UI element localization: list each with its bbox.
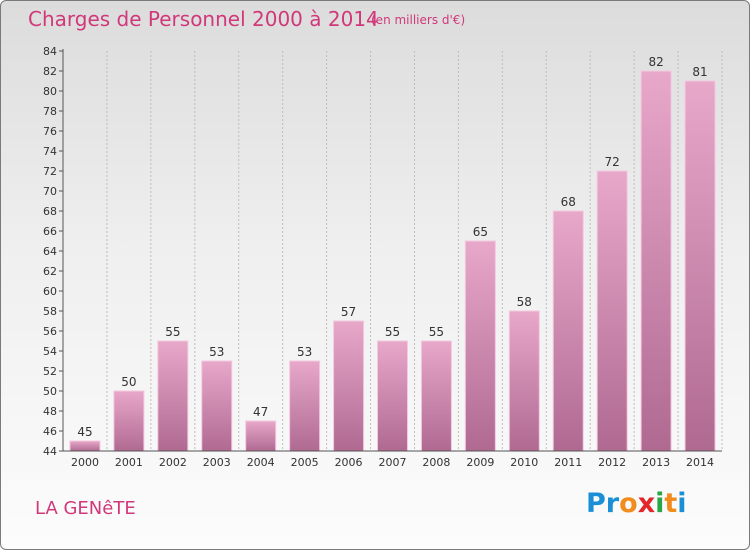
bar-2004	[245, 420, 277, 452]
commune-name: LA GENêTE	[35, 498, 136, 519]
value-label-2012: 72	[605, 155, 620, 169]
bar-2005	[289, 360, 321, 452]
value-label-2011: 68	[561, 195, 576, 209]
y-tick-label: 50	[43, 385, 57, 398]
x-tick-label: 2008	[422, 456, 450, 469]
bar-2000	[69, 440, 101, 452]
value-label-2009: 65	[473, 225, 488, 239]
value-label-2013: 82	[648, 55, 663, 69]
y-axis-ticks: 44 46 48 50 52 54 56 58 60 62 64 66 68 70 72 74 76 78 80 82…	[43, 45, 63, 458]
bar-2006	[333, 320, 365, 452]
value-label-2002: 55	[165, 325, 180, 339]
value-label-2003: 53	[209, 345, 224, 359]
y-tick-label: 78	[43, 105, 57, 118]
x-tick-label: 2007	[379, 456, 407, 469]
value-label-2004: 47	[253, 405, 268, 419]
x-tick-label: 2013	[642, 456, 670, 469]
y-tick-label: 56	[43, 325, 57, 338]
logo-letter: i	[677, 488, 687, 519]
bars	[69, 70, 716, 452]
y-tick-label: 62	[43, 265, 57, 278]
proxiti-logo: Proxiti	[586, 488, 687, 519]
y-tick-label: 60	[43, 285, 57, 298]
bar-2003	[201, 360, 233, 452]
value-label-2006: 57	[341, 305, 356, 319]
x-tick-label: 2010	[510, 456, 538, 469]
y-tick-label: 70	[43, 185, 57, 198]
y-tick-label: 66	[43, 225, 57, 238]
y-tick-label: 68	[43, 205, 57, 218]
logo-letter: o	[619, 488, 638, 519]
bar-2010	[508, 310, 540, 452]
x-tick-label: 2012	[598, 456, 626, 469]
y-tick-label: 84	[43, 45, 57, 58]
y-tick-label: 46	[43, 425, 57, 438]
y-tick-label: 76	[43, 125, 57, 138]
bar-2013	[640, 70, 672, 452]
value-label-2008: 55	[429, 325, 444, 339]
logo-letter: r	[605, 488, 620, 519]
value-labels: 45 50 55 53 47 53 57 55 55 65 58 68 72 82 81	[77, 55, 707, 439]
y-tick-label: 44	[43, 445, 57, 458]
bar-2002	[157, 340, 189, 452]
y-tick-label: 82	[43, 65, 57, 78]
y-tick-label: 72	[43, 165, 57, 178]
logo-letter: x	[637, 488, 656, 519]
x-tick-label: 2011	[554, 456, 582, 469]
x-tick-label: 2004	[247, 456, 275, 469]
bar-2014	[684, 80, 716, 452]
bar-2008	[420, 340, 452, 452]
x-axis-ticks: 2000 2001 2002 2003 2004 2005 2006 2007 2008 2009…	[71, 456, 714, 469]
value-label-2000: 45	[77, 425, 92, 439]
x-tick-label: 2002	[159, 456, 187, 469]
y-tick-label: 80	[43, 85, 57, 98]
y-tick-label: 74	[43, 145, 57, 158]
logo-letter: t	[664, 488, 678, 519]
x-tick-label: 2009	[466, 456, 494, 469]
value-label-2014: 81	[692, 65, 707, 79]
x-tick-label: 2000	[71, 456, 99, 469]
y-tick-label: 54	[43, 345, 57, 358]
bar-2009	[464, 240, 496, 452]
x-tick-label: 2003	[203, 456, 231, 469]
bar-2012	[596, 170, 628, 452]
bar-2001	[113, 390, 145, 452]
y-tick-label: 52	[43, 365, 57, 378]
x-tick-label: 2014	[686, 456, 714, 469]
value-label-2007: 55	[385, 325, 400, 339]
x-tick-label: 2005	[291, 456, 319, 469]
axes	[62, 49, 722, 452]
y-tick-label: 58	[43, 305, 57, 318]
chart-title: Charges de Personnel 2000 à 2014	[28, 7, 379, 31]
chart-subtitle: (en milliers d'€)	[371, 13, 466, 27]
value-label-2005: 53	[297, 345, 312, 359]
bar-2011	[552, 210, 584, 452]
x-tick-label: 2006	[335, 456, 363, 469]
bar-2007	[377, 340, 408, 452]
x-tick-label: 2001	[115, 456, 143, 469]
logo-letter: i	[655, 488, 665, 519]
y-tick-label: 48	[43, 405, 57, 418]
logo-letter: P	[586, 488, 606, 519]
value-label-2010: 58	[517, 295, 532, 309]
value-label-2001: 50	[121, 375, 136, 389]
y-tick-label: 64	[43, 245, 57, 258]
